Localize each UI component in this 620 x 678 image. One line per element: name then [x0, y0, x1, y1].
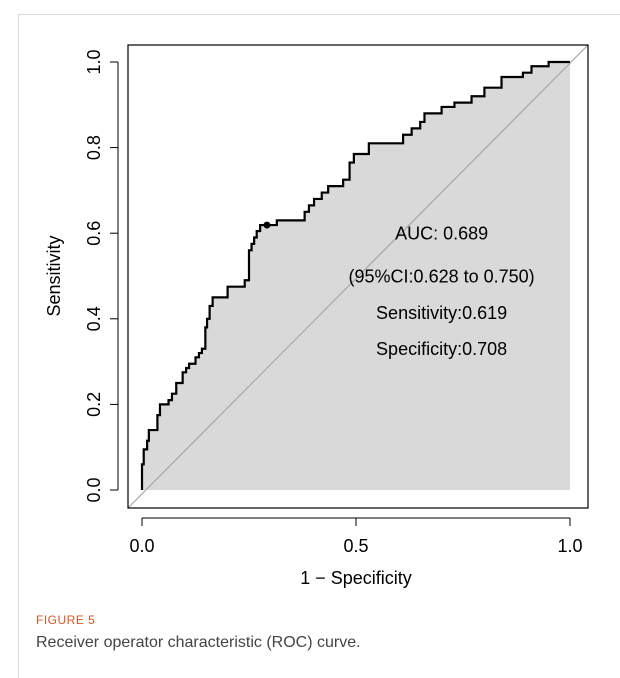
x-tick-label: 0.0 — [129, 536, 154, 556]
frame-top-border — [18, 14, 620, 15]
x-tick-label: 1.0 — [557, 536, 582, 556]
axes: 0.0 0.5 1.0 0.0 0.2 0.4 0.6 0.8 1.0 1 − Specifici… — [44, 44, 589, 588]
y-axis-label: Sensitivity — [44, 235, 64, 316]
x-tick-label: 0.5 — [343, 536, 368, 556]
roc-curve-line — [140, 60, 570, 490]
annotation-text-3: Sensitivity:0.619 — [376, 303, 507, 323]
figure-caption: Receiver operator characteristic (ROC) c… — [36, 634, 361, 651]
y-tick-label: 0.0 — [84, 477, 104, 502]
frame-left-border — [18, 14, 19, 678]
annotation-text-4: Specificity:0.708 — [376, 339, 507, 359]
annotations: AUC: 0.689 (95%CI:0.628 to 0.750) Sensitiv… — [349, 224, 535, 360]
y-tick-label: 1.0 — [84, 49, 104, 74]
y-tick-label: 0.6 — [84, 221, 104, 246]
roc-area-fill — [142, 62, 570, 490]
y-tick-label: 0.2 — [84, 392, 104, 417]
plot-area — [127, 44, 589, 509]
reference-diagonal — [127, 44, 589, 509]
y-tick-label: 0.4 — [84, 306, 104, 331]
roc-chart: 0.0 0.5 1.0 0.0 0.2 0.4 0.6 0.8 1.0 1 − Specifici… — [44, 44, 589, 588]
annotation-text-1: AUC: 0.689 — [395, 224, 488, 244]
annotation-text-2: (95%CI:0.628 to 0.750) — [349, 266, 535, 286]
figure-label: FIGURE 5 — [36, 613, 96, 627]
plot-box — [127, 44, 589, 509]
x-axis-label: 1 − Specificity — [300, 568, 412, 588]
cutoff-point — [263, 221, 271, 229]
y-tick-label: 0.8 — [84, 135, 104, 160]
